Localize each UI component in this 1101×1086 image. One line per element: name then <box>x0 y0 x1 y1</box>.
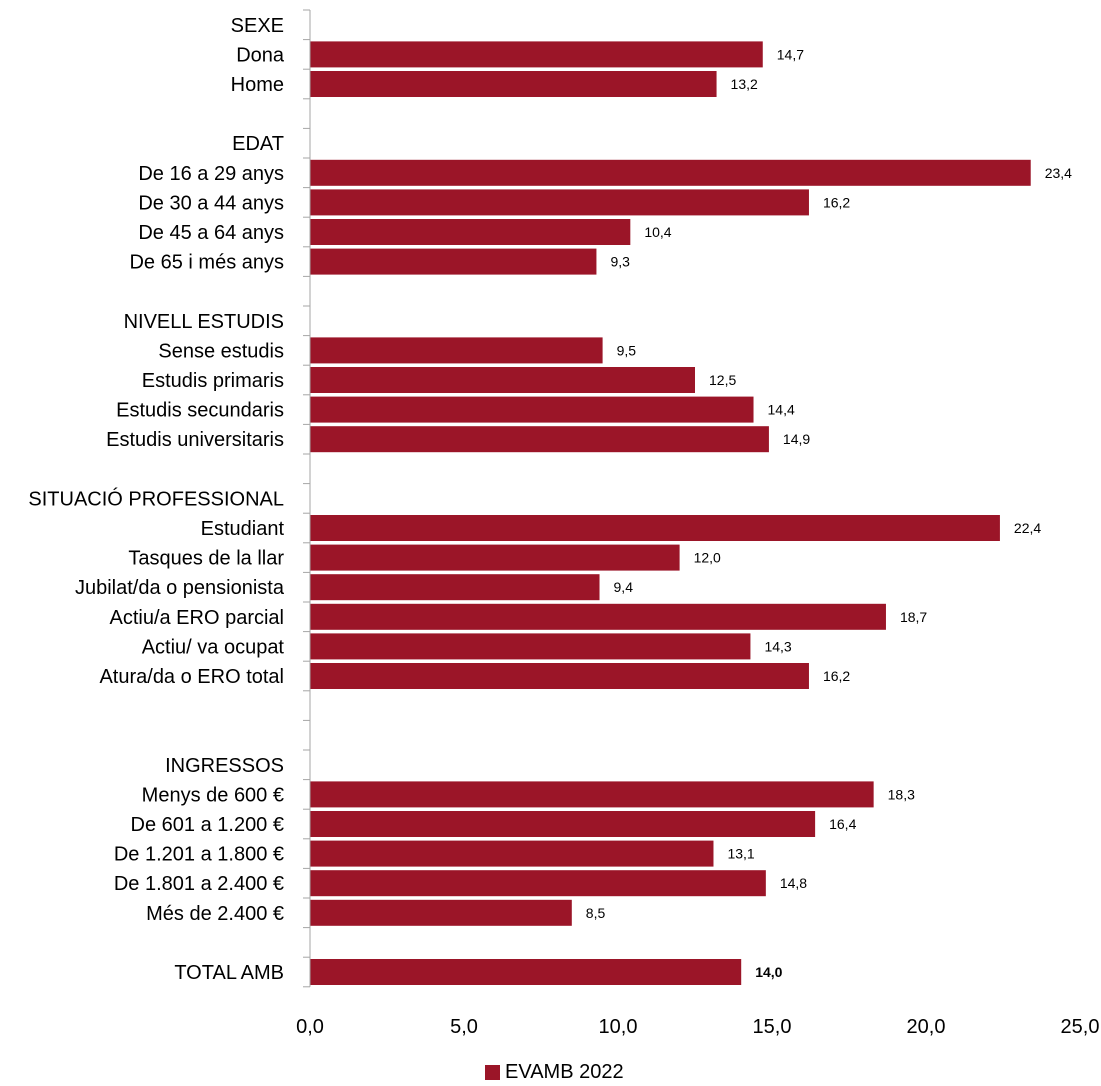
category-label: NIVELL ESTUDIS <box>124 311 284 333</box>
category-label: De 601 a 1.200 € <box>131 814 284 836</box>
category-label: SEXE <box>231 15 284 37</box>
value-label: 18,3 <box>888 786 915 802</box>
category-label: Estudis primaris <box>142 370 284 392</box>
category-label: Jubilat/da o pensionista <box>75 577 285 599</box>
bar <box>310 515 1000 541</box>
value-label: 9,5 <box>617 342 637 358</box>
category-label: De 1.801 a 2.400 € <box>114 873 284 895</box>
bar <box>310 396 754 423</box>
value-label: 13,1 <box>727 846 754 862</box>
category-label: Estudis universitaris <box>106 429 284 451</box>
category-label: Més de 2.400 € <box>146 903 284 925</box>
value-label: 22,4 <box>1014 520 1041 536</box>
x-tick-label: 5,0 <box>450 1016 478 1038</box>
category-label: Estudiant <box>201 518 285 540</box>
category-label: Atura/da o ERO total <box>99 666 284 688</box>
category-label: Home <box>231 74 284 96</box>
category-label: Sense estudis <box>158 340 284 362</box>
value-label: 18,7 <box>900 609 927 625</box>
value-label: 16,4 <box>829 816 856 832</box>
bar <box>310 633 751 660</box>
category-label: De 30 a 44 anys <box>138 192 284 214</box>
value-label: 14,8 <box>780 875 807 891</box>
value-label: 12,5 <box>709 372 736 388</box>
category-label: Tasques de la llar <box>128 548 284 570</box>
category-label: De 1.201 a 1.800 € <box>114 844 284 866</box>
value-label: 9,3 <box>610 254 630 270</box>
bar <box>310 337 603 364</box>
bar <box>310 899 572 926</box>
category-label: De 16 a 29 anys <box>138 163 284 185</box>
value-label: 10,4 <box>644 224 671 240</box>
category-label: TOTAL AMB <box>174 962 284 984</box>
category-label: Menys de 600 € <box>142 784 284 806</box>
category-label: Actiu/ va ocupat <box>142 636 285 658</box>
legend: EVAMB 2022 <box>485 1061 624 1083</box>
category-label: SITUACIÓ PROFESSIONAL <box>28 487 284 510</box>
bar <box>310 603 886 630</box>
value-label: 14,7 <box>777 46 804 62</box>
value-label: 23,4 <box>1045 165 1072 181</box>
value-label: 16,2 <box>823 194 850 210</box>
bar <box>310 959 742 985</box>
value-label: 8,5 <box>586 905 606 921</box>
bar <box>310 870 766 897</box>
bar <box>310 71 717 97</box>
x-tick-label: 15,0 <box>753 1016 792 1038</box>
category-labels-layer: SEXE Dona Home EDAT De 16 a 29 anys De 30 a 4… <box>28 15 284 984</box>
category-label: INGRESSOS <box>165 755 284 777</box>
bar <box>310 574 600 601</box>
bar <box>310 663 809 689</box>
bar <box>310 426 769 453</box>
value-labels-layer: 14,7 13,2 23,4 16,2 10,4 9,3 9,5 12,5 14,4 14,9 22… <box>586 46 1072 980</box>
bar <box>310 159 1031 186</box>
value-label: 9,4 <box>614 579 634 595</box>
value-label: 16,2 <box>823 668 850 684</box>
x-tick-label: 25,0 <box>1061 1016 1100 1038</box>
bar <box>310 544 680 571</box>
x-tick-label: 20,0 <box>907 1016 946 1038</box>
category-label: De 65 i més anys <box>129 252 284 274</box>
legend-label: EVAMB 2022 <box>505 1060 624 1083</box>
value-label: 14,9 <box>783 431 810 447</box>
axis-layer: 0,0 5,0 10,0 15,0 20,0 25,0 <box>296 9 1100 1038</box>
bar <box>310 367 695 393</box>
category-label: Actiu/a ERO parcial <box>109 607 284 629</box>
value-label: 14,3 <box>764 638 791 654</box>
bar <box>310 811 816 837</box>
category-label: Dona <box>236 44 285 66</box>
bars-layer <box>310 41 1031 985</box>
category-label: EDAT <box>232 133 284 155</box>
value-label: 12,0 <box>694 550 721 566</box>
x-tick-label: 0,0 <box>296 1016 324 1038</box>
legend-swatch <box>485 1064 500 1080</box>
bar <box>310 248 597 275</box>
bar-chart: SEXE Dona Home EDAT De 16 a 29 anys De 30 a 4… <box>28 9 1100 1038</box>
bar <box>310 781 874 808</box>
category-label: Estudis secundaris <box>116 400 284 422</box>
bar <box>310 189 809 216</box>
value-label: 14,4 <box>768 402 795 418</box>
category-label: De 45 a 64 anys <box>138 222 284 244</box>
value-label: 14,0 <box>755 964 782 980</box>
bar <box>310 41 763 68</box>
bar <box>310 840 714 867</box>
value-label: 13,2 <box>731 76 758 92</box>
bar <box>310 219 631 245</box>
x-tick-label: 10,0 <box>599 1016 638 1038</box>
